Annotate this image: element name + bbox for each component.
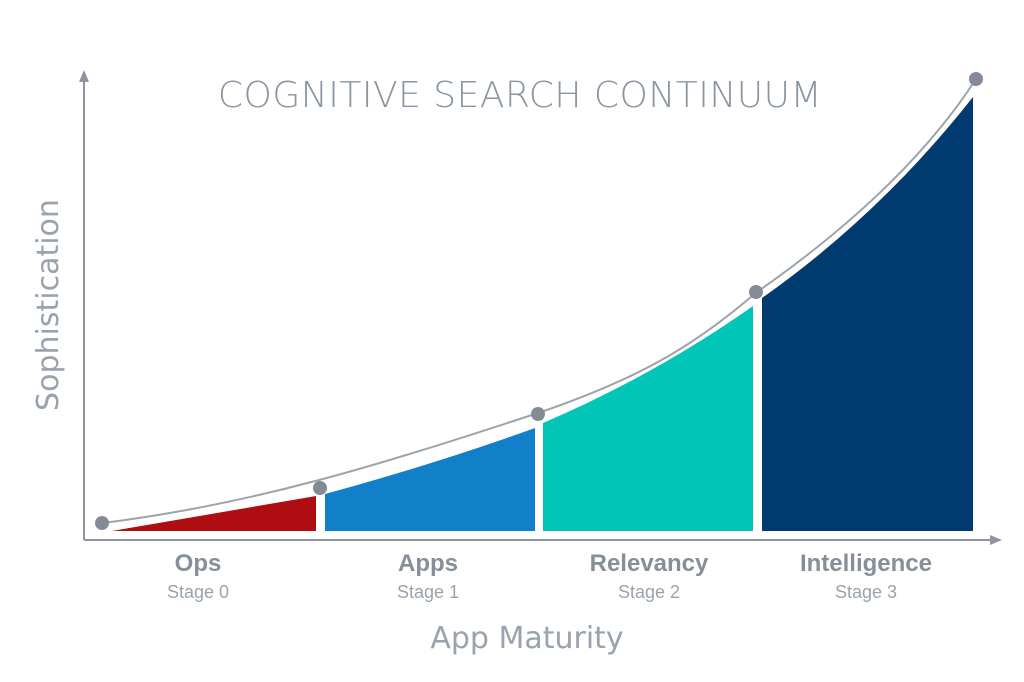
curve-end-marker — [969, 72, 983, 86]
stage-areas — [112, 97, 973, 531]
stage-2-marker — [531, 407, 545, 421]
growth-curve — [101, 78, 977, 524]
stage-sub-relevancy: Stage 2 — [618, 582, 680, 602]
stage-labels: Ops Stage 0 Apps Stage 1 Relevancy Stage… — [167, 550, 932, 602]
stage-area-apps — [325, 428, 535, 531]
stage-name-intelligence: Intelligence — [800, 550, 932, 577]
stage-area-intelligence — [762, 97, 973, 531]
y-axis-arrow-icon — [79, 70, 89, 82]
stage-area-relevancy — [543, 306, 753, 531]
stage-sub-apps: Stage 1 — [397, 582, 459, 602]
stage-name-apps: Apps — [398, 550, 458, 577]
x-axis-arrow-icon — [990, 535, 1002, 545]
stage-area-ops — [112, 496, 316, 531]
stage-3-marker — [749, 285, 763, 299]
stage-name-relevancy: Relevancy — [590, 550, 709, 577]
stage-sub-intelligence: Stage 3 — [835, 582, 897, 602]
curve-start-marker — [95, 516, 109, 530]
stage-sub-ops: Stage 0 — [167, 582, 229, 602]
y-axis-title: Sophistication — [31, 199, 66, 411]
stage-markers — [95, 72, 983, 530]
axes — [79, 70, 1002, 545]
stage-1-marker — [313, 481, 327, 495]
diagram-title: COGNITIVE SEARCH CONTINUUM — [218, 75, 822, 116]
x-axis-title: App Maturity — [430, 621, 623, 656]
stage-name-ops: Ops — [175, 550, 222, 577]
